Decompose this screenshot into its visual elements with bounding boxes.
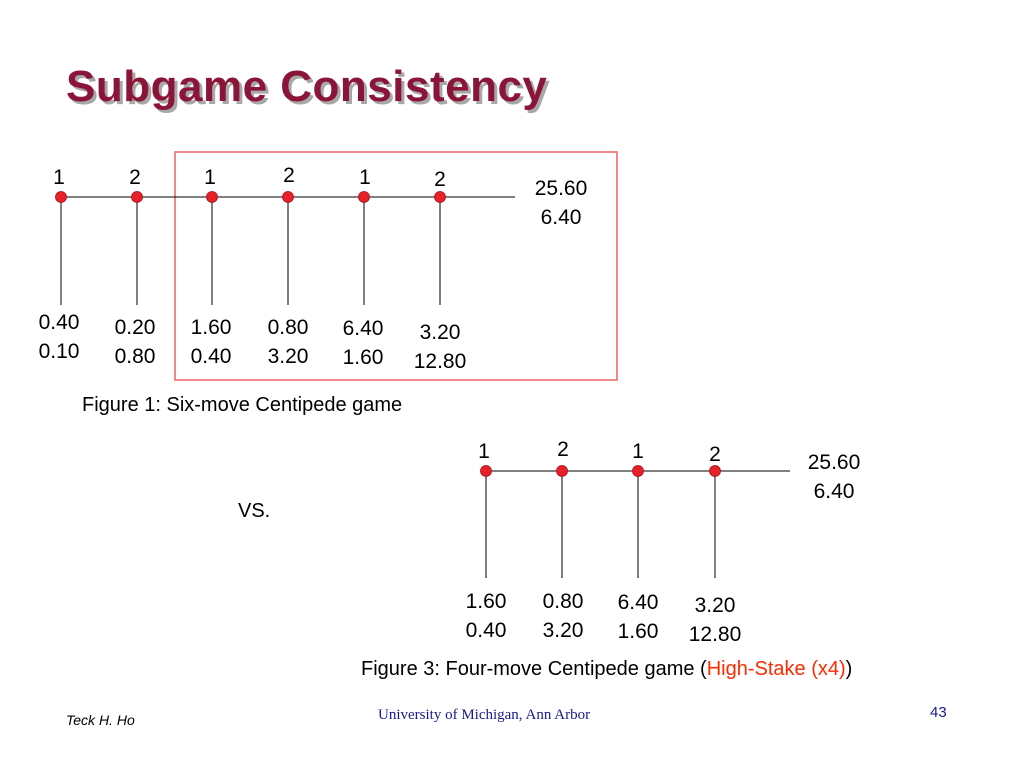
figure1-payoff-1: 0.40 0.10 <box>39 308 80 366</box>
payoff-player2: 12.80 <box>413 350 467 373</box>
vs-label: VS. <box>238 500 271 522</box>
figure3-player-label-4: 2 <box>709 443 721 466</box>
page-number: 43 <box>930 704 947 721</box>
figure1-payoff-5: 6.40 1.60 <box>343 314 384 372</box>
figure3-caption: Figure 3: Four-move Centipede game (High… <box>361 658 852 681</box>
figure1-terminal-payoff: 25.60 6.40 <box>535 174 588 232</box>
payoff-player2: 0.40 <box>190 345 232 368</box>
payoff-player1: 0.40 <box>38 311 80 334</box>
figure1-node-4 <box>282 191 294 203</box>
payoff-player2: 0.40 <box>465 619 507 642</box>
figure3-caption-suffix: ) <box>845 658 853 680</box>
payoff-player2: 1.60 <box>342 346 384 369</box>
payoff-player1: 25.60 <box>807 451 861 474</box>
figure1-node-5 <box>358 191 370 203</box>
figure3-node-4 <box>709 465 721 477</box>
payoff-player2: 12.80 <box>688 623 742 646</box>
figure3-caption-highlight: High-Stake (x4) <box>706 658 846 680</box>
figure3-payoff-1: 1.60 0.40 <box>466 587 507 645</box>
figure1-payoff-6: 3.20 12.80 <box>414 318 467 376</box>
figure3-terminal-payoff: 25.60 6.40 <box>808 448 861 506</box>
payoff-player1: 1.60 <box>190 316 232 339</box>
figure1-player-label-3: 1 <box>204 166 216 189</box>
figure1-node-3 <box>206 191 218 203</box>
figure1-player-label-5: 1 <box>359 166 371 189</box>
figure3-player-label-2: 2 <box>557 438 569 461</box>
payoff-player2: 0.10 <box>38 340 80 363</box>
figure1-node-1 <box>55 191 67 203</box>
figure1-player-label-1: 1 <box>53 166 65 189</box>
subgame-highlight-box <box>174 151 618 381</box>
figure1-caption: Figure 1: Six-move Centipede game <box>82 394 403 416</box>
figure3-player-label-1: 1 <box>478 440 490 463</box>
figure3-payoff-2: 0.80 3.20 <box>543 587 584 645</box>
payoff-player1: 1.60 <box>465 590 507 613</box>
figure3-payoff-4: 3.20 12.80 <box>689 591 742 649</box>
payoff-player1: 3.20 <box>694 594 736 617</box>
payoff-player2: 6.40 <box>540 206 582 229</box>
figure3-player-label-3: 1 <box>632 440 644 463</box>
figure1-player-label-2: 2 <box>129 166 141 189</box>
payoff-player1: 6.40 <box>617 591 659 614</box>
payoff-player2: 6.40 <box>813 480 855 503</box>
figure1-node-6 <box>434 191 446 203</box>
payoff-player2: 1.60 <box>617 620 659 643</box>
payoff-player1: 3.20 <box>419 321 461 344</box>
figure3-node-1 <box>480 465 492 477</box>
footer-institution: University of Michigan, Ann Arbor <box>378 707 591 723</box>
footer-author: Teck H. Ho <box>66 712 135 728</box>
payoff-player2: 0.80 <box>114 345 156 368</box>
slide-title: Subgame Consistency <box>66 62 548 111</box>
payoff-player2: 3.20 <box>267 345 309 368</box>
payoff-player1: 0.80 <box>542 590 584 613</box>
figure1-player-label-6: 2 <box>434 168 446 191</box>
figure1-node-2 <box>131 191 143 203</box>
payoff-player2: 3.20 <box>542 619 584 642</box>
figure1-payoff-4: 0.80 3.20 <box>268 313 309 371</box>
figure1-player-label-4: 2 <box>283 164 295 187</box>
figure3-node-2 <box>556 465 568 477</box>
figure3-payoff-3: 6.40 1.60 <box>618 588 659 646</box>
payoff-player1: 0.80 <box>267 316 309 339</box>
payoff-player1: 25.60 <box>534 177 588 200</box>
figure1-payoff-3: 1.60 0.40 <box>191 313 232 371</box>
figure1-payoff-2: 0.20 0.80 <box>115 313 156 371</box>
figure3-node-3 <box>632 465 644 477</box>
payoff-player1: 6.40 <box>342 317 384 340</box>
figure3-caption-prefix: Figure 3: Four-move Centipede game ( <box>361 658 707 680</box>
payoff-player1: 0.20 <box>114 316 156 339</box>
